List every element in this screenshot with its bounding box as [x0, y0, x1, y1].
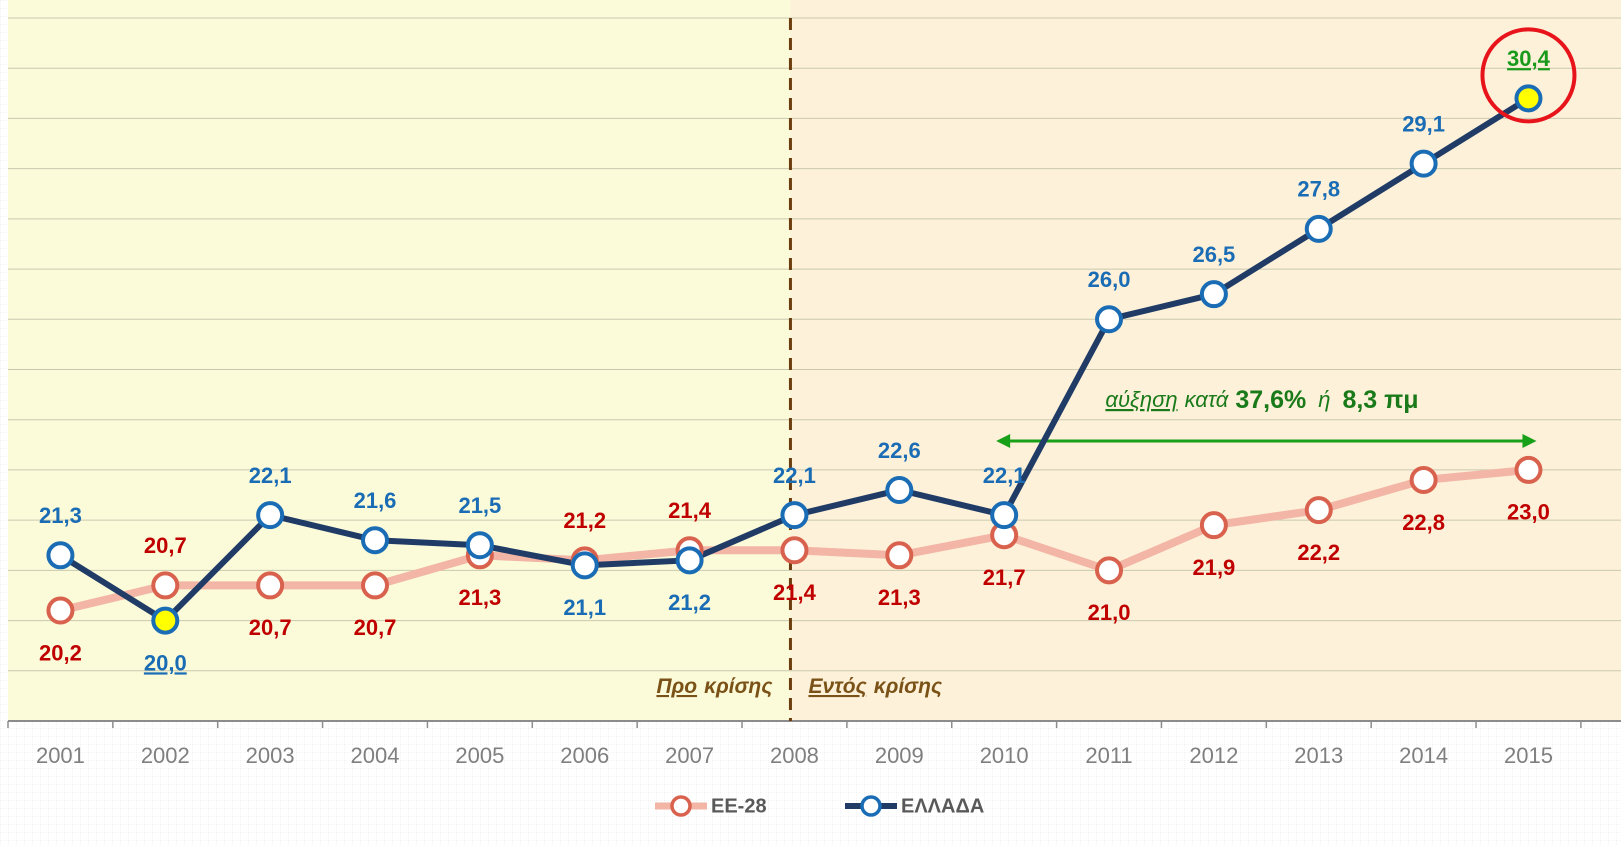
x-tick-label: 2012 — [1189, 743, 1238, 768]
data-point — [465, 531, 494, 560]
x-tick-label: 2006 — [560, 743, 609, 768]
data-label: 22,1 — [773, 463, 816, 488]
x-tick-label: 2004 — [351, 743, 400, 768]
before-crisis-word: Προ — [656, 675, 697, 698]
data-label: 23,0 — [1507, 500, 1550, 525]
legend-marker — [860, 795, 882, 817]
x-tick-label: 2009 — [875, 743, 924, 768]
data-point — [256, 501, 285, 530]
annotation-part: 8,3 πμ — [1342, 386, 1418, 414]
data-point — [1514, 455, 1543, 484]
data-point — [46, 596, 75, 625]
during-crisis-word: Εντός — [808, 675, 867, 698]
data-label: 21,2 — [668, 590, 711, 615]
data-label: 26,0 — [1088, 267, 1131, 292]
data-label: 21,1 — [563, 595, 606, 620]
data-point — [780, 501, 809, 530]
during-crisis-word: κρίσης — [874, 675, 943, 698]
data-point — [151, 606, 180, 635]
data-label: 21,4 — [773, 580, 817, 605]
x-tick-label: 2014 — [1399, 743, 1448, 768]
x-tick-label: 2007 — [665, 743, 714, 768]
data-point — [1199, 280, 1228, 309]
x-tick-label: 2002 — [141, 743, 190, 768]
data-point — [570, 551, 599, 580]
x-tick-label: 2011 — [1085, 743, 1132, 768]
data-point — [1095, 305, 1124, 334]
data-point — [1095, 556, 1124, 585]
data-point — [885, 476, 914, 505]
legend-label: ΕΛΛΑΔΑ — [901, 795, 984, 817]
data-point — [780, 536, 809, 565]
data-label: 27,8 — [1297, 177, 1340, 202]
x-tick-label: 2015 — [1504, 743, 1553, 768]
data-label: 26,5 — [1192, 242, 1235, 267]
arrow-head — [996, 434, 1011, 448]
data-point — [151, 571, 180, 600]
annotation-part: αύξηση — [1105, 387, 1177, 412]
before-crisis-word: κρίσης — [704, 675, 773, 698]
crisis-area — [790, 0, 1621, 721]
data-point — [1304, 214, 1333, 243]
data-label: 22,6 — [878, 438, 921, 463]
data-label: 22,1 — [983, 463, 1026, 488]
data-label: 21,6 — [354, 488, 397, 513]
highlight-circle — [1480, 27, 1577, 124]
data-label: 21,3 — [39, 503, 82, 528]
data-point — [361, 571, 390, 600]
data-label: 20,7 — [249, 615, 292, 640]
data-label: 20,7 — [144, 533, 187, 558]
legend-marker — [670, 795, 692, 817]
annotation: αύξηση κατά 37,6% ή 8,3 πμ — [1105, 386, 1418, 414]
x-tick-label: 2005 — [455, 743, 504, 768]
data-point — [1304, 496, 1333, 525]
data-label: 22,1 — [249, 463, 292, 488]
data-point — [361, 526, 390, 555]
data-point — [1514, 84, 1543, 113]
x-tick-label: 2008 — [770, 743, 819, 768]
data-label: 21,5 — [458, 493, 501, 518]
data-point — [675, 546, 704, 575]
data-label: 22,8 — [1402, 510, 1445, 535]
x-tick-label: 2001 — [36, 743, 85, 768]
data-label: 21,7 — [983, 565, 1026, 590]
data-label: 21,2 — [563, 508, 606, 533]
before-crisis-label: Προ κρίσης — [656, 675, 773, 698]
data-label: 22,2 — [1297, 540, 1340, 565]
data-point — [46, 541, 75, 570]
data-label: 30,4 — [1507, 46, 1551, 71]
x-tick-label: 2013 — [1294, 743, 1343, 768]
data-label: 21,0 — [1088, 600, 1131, 625]
data-point — [256, 571, 285, 600]
data-point — [1409, 465, 1438, 494]
data-label: 20,7 — [354, 615, 397, 640]
data-label: 20,0 — [144, 650, 187, 675]
x-tick-label: 2003 — [246, 743, 295, 768]
data-label: 21,3 — [878, 585, 921, 610]
legend-label: ΕΕ-28 — [711, 795, 767, 817]
annotation-part: 37,6% — [1235, 386, 1306, 414]
data-label: 21,3 — [458, 585, 501, 610]
data-point — [990, 501, 1019, 530]
data-label: 20,2 — [39, 640, 82, 665]
data-point — [885, 541, 914, 570]
arrow-head — [1522, 434, 1537, 448]
data-point — [1409, 149, 1438, 178]
data-point — [1199, 511, 1228, 540]
annotation-part: κατά — [1185, 387, 1230, 412]
data-label: 21,4 — [668, 498, 712, 523]
x-tick-label: 2010 — [980, 743, 1029, 768]
data-label: 29,1 — [1402, 111, 1445, 136]
data-label: 21,9 — [1192, 555, 1235, 580]
annotation-part: ή — [1318, 387, 1330, 412]
during-crisis-label: Εντός κρίσης — [808, 675, 942, 698]
